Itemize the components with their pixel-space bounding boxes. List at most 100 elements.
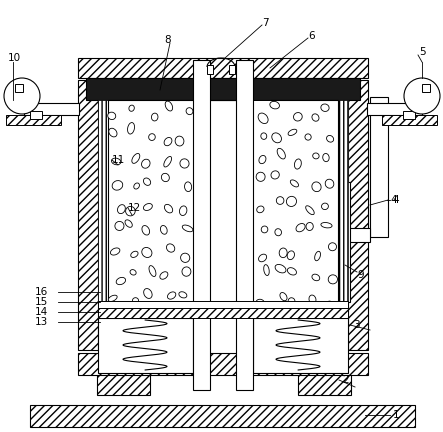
Ellipse shape	[164, 137, 172, 146]
Bar	[253, 318, 348, 373]
Ellipse shape	[261, 133, 267, 140]
Bar	[382, 115, 437, 125]
Bar	[98, 100, 108, 310]
Ellipse shape	[164, 204, 173, 213]
Ellipse shape	[115, 222, 124, 231]
Ellipse shape	[152, 113, 158, 121]
Ellipse shape	[175, 136, 184, 146]
Bar	[97, 373, 150, 395]
Ellipse shape	[161, 173, 169, 181]
Ellipse shape	[321, 222, 332, 228]
Ellipse shape	[275, 264, 286, 273]
Circle shape	[404, 78, 440, 114]
Ellipse shape	[279, 248, 287, 257]
Bar	[193, 60, 210, 390]
Bar	[108, 100, 193, 310]
Bar	[78, 58, 368, 78]
Ellipse shape	[144, 289, 152, 299]
Ellipse shape	[256, 299, 264, 306]
Ellipse shape	[312, 182, 321, 192]
Text: 2: 2	[342, 375, 349, 385]
Bar	[253, 100, 338, 310]
Ellipse shape	[149, 133, 155, 140]
Ellipse shape	[306, 222, 313, 231]
Ellipse shape	[322, 203, 328, 210]
Ellipse shape	[185, 182, 192, 191]
Ellipse shape	[180, 159, 189, 168]
Ellipse shape	[167, 244, 175, 252]
Ellipse shape	[313, 153, 319, 159]
Ellipse shape	[160, 272, 168, 279]
Text: 11: 11	[112, 155, 125, 165]
Ellipse shape	[116, 277, 125, 285]
Bar	[338, 100, 348, 310]
Ellipse shape	[141, 159, 150, 168]
Ellipse shape	[264, 265, 269, 276]
Bar	[30, 405, 415, 427]
Ellipse shape	[258, 113, 268, 124]
Ellipse shape	[144, 203, 152, 210]
Ellipse shape	[131, 251, 138, 257]
Ellipse shape	[312, 114, 319, 121]
Ellipse shape	[182, 225, 193, 232]
Bar	[229, 65, 235, 74]
Ellipse shape	[259, 156, 266, 164]
Ellipse shape	[325, 179, 334, 188]
Ellipse shape	[328, 275, 338, 284]
Bar	[24, 103, 79, 115]
Ellipse shape	[306, 206, 314, 215]
Bar	[370, 97, 388, 237]
Ellipse shape	[305, 134, 311, 140]
Ellipse shape	[179, 292, 187, 298]
Text: 6: 6	[308, 31, 315, 41]
Ellipse shape	[130, 270, 136, 275]
Ellipse shape	[134, 183, 140, 189]
Ellipse shape	[261, 226, 268, 233]
Bar	[30, 111, 42, 119]
Bar	[298, 373, 351, 395]
Ellipse shape	[160, 226, 167, 234]
Ellipse shape	[108, 112, 116, 120]
Bar	[367, 103, 422, 115]
Ellipse shape	[179, 206, 187, 216]
Ellipse shape	[295, 159, 301, 169]
Ellipse shape	[270, 102, 280, 109]
Ellipse shape	[315, 251, 320, 261]
Ellipse shape	[275, 229, 281, 236]
Ellipse shape	[288, 298, 295, 305]
Ellipse shape	[256, 172, 265, 181]
Bar	[6, 115, 61, 125]
Ellipse shape	[182, 267, 191, 276]
Bar	[422, 84, 430, 92]
Bar	[78, 80, 98, 350]
Ellipse shape	[309, 295, 316, 304]
Bar	[403, 111, 415, 119]
Circle shape	[4, 78, 40, 114]
Ellipse shape	[142, 248, 152, 257]
Ellipse shape	[112, 158, 121, 165]
Text: 5: 5	[419, 47, 426, 57]
Text: 15: 15	[35, 297, 48, 307]
Ellipse shape	[290, 180, 299, 187]
Ellipse shape	[186, 108, 193, 114]
Ellipse shape	[109, 128, 117, 137]
Bar	[98, 301, 348, 308]
Ellipse shape	[323, 153, 329, 162]
Ellipse shape	[294, 113, 302, 121]
Bar	[86, 78, 360, 100]
Text: 4: 4	[390, 195, 396, 205]
Ellipse shape	[287, 251, 295, 260]
Bar	[348, 228, 370, 242]
Ellipse shape	[126, 206, 135, 216]
Text: 14: 14	[35, 307, 48, 317]
Text: 7: 7	[262, 18, 268, 28]
Text: 10: 10	[8, 53, 21, 63]
Text: 8: 8	[164, 35, 171, 45]
Ellipse shape	[277, 148, 285, 159]
Ellipse shape	[108, 295, 117, 302]
Ellipse shape	[272, 133, 281, 143]
Bar	[78, 353, 368, 375]
Text: 13: 13	[35, 317, 48, 327]
Text: 4: 4	[392, 195, 399, 205]
Bar	[207, 65, 213, 74]
